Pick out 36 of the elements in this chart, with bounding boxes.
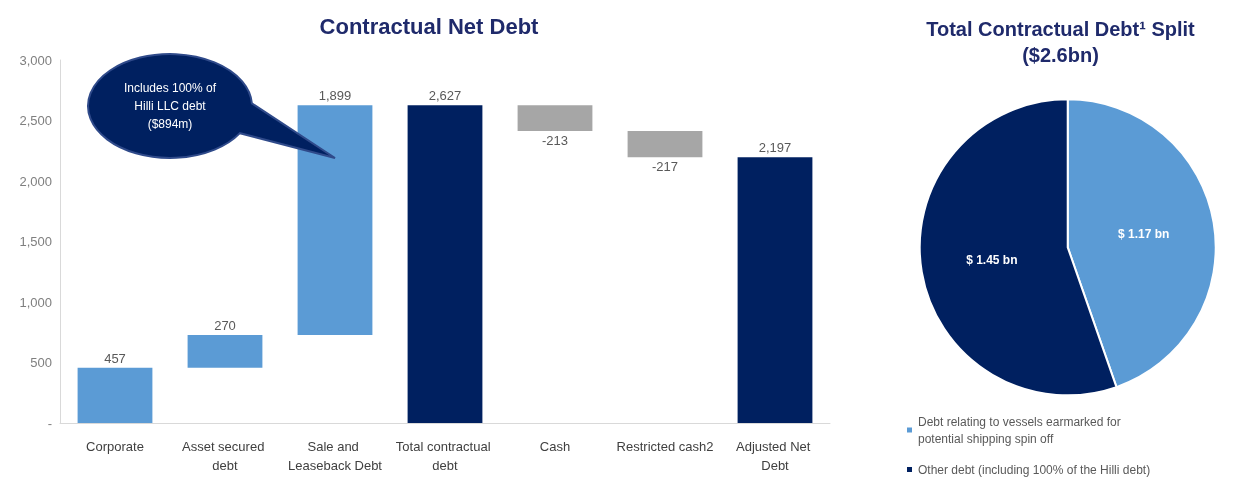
bar [517,105,593,131]
data-label: 2,197 [758,140,792,156]
bar [187,335,263,368]
chart-title: Total Contractual Debt¹ Split [926,18,1196,40]
data-label: 270 [214,318,236,334]
bar [737,157,813,423]
legend-label: Other debt (including 100% of the Hilli debt) [918,462,1151,477]
data-label: 457 [104,350,126,366]
data-label: -213 [541,132,569,148]
x-tick-label: Sale and Leaseback Debt [288,439,383,473]
y-tick-label: - [47,415,52,431]
data-label: 1,899 [318,88,352,104]
y-tick-label: 2,500 [19,113,52,128]
x-tick-label: Asset secured debt [182,439,268,473]
chart-title: Contractual Net Debt [319,13,540,39]
bar [297,105,373,336]
y-tick-label: 500 [30,355,52,370]
x-tick-label: Cash [539,439,571,454]
x-tick-label: Corporate [86,439,144,454]
bar [407,105,483,423]
x-tick-label: Total contractual debt [395,439,495,473]
x-tick-label: Adjusted Net Debt [735,439,815,473]
data-label: $ 1.17 bn [1117,227,1170,242]
data-label: -217 [651,159,679,175]
chart-subtitle: ($2.6bn) [1022,44,1099,66]
y-tick-label: 2,000 [19,173,52,189]
y-tick-label: 3,000 [19,52,52,68]
y-tick-label: 1,000 [19,294,52,310]
x-tick-label: Restricted cash2 [616,439,714,454]
data-label: 2,627 [428,88,462,104]
bar [627,130,703,158]
annotation: Includes 100% of Hilli LLC debt ($894m) [122,80,218,133]
data-label: $ 1.45 bn [966,253,1018,268]
y-tick-label: 1,500 [19,234,52,249]
legend-label: Debt relating to vessels earmarked for potential shipping spin off [918,414,1125,446]
bar [77,367,153,423]
